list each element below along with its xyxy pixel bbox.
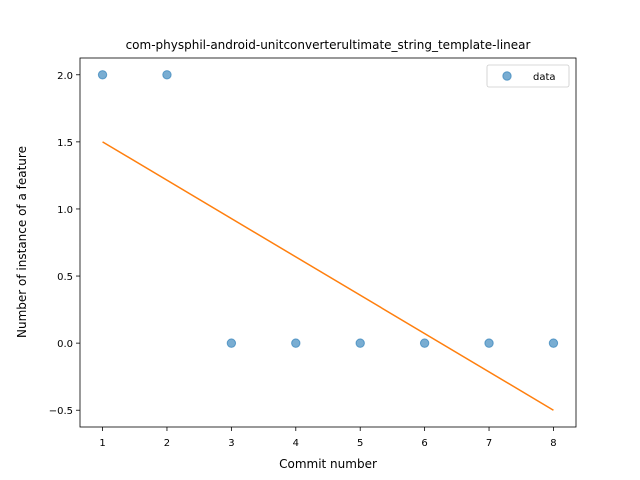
axes: 1 2 3 4 5 6 7 8 −0.5 0.0 0.5 1.0 1.5 2.0 — [49, 57, 577, 449]
y-tick-label: 1.0 — [57, 205, 73, 216]
x-tick-label: 8 — [550, 438, 556, 449]
data-point — [162, 70, 172, 80]
chart-title: com-physphil-android-unitconverterultima… — [126, 38, 531, 52]
x-tick-label: 4 — [293, 438, 299, 449]
legend-marker — [502, 71, 512, 81]
data-point — [226, 338, 237, 348]
y-tick-label: 1.5 — [57, 138, 73, 149]
x-tick-label: 6 — [421, 438, 427, 449]
y-tick-label: 2.0 — [57, 71, 73, 82]
x-tick-label: 1 — [99, 438, 105, 449]
plot-area — [80, 58, 576, 427]
x-tick-label: 2 — [164, 438, 170, 449]
data-point — [548, 338, 559, 348]
x-tick-label: 5 — [357, 438, 363, 449]
x-tick-label: 3 — [228, 438, 234, 449]
y-tick-label: 0.0 — [57, 339, 73, 350]
fit-line — [102, 141, 554, 411]
legend-box — [486, 64, 570, 88]
y-tick-label: 0.5 — [57, 272, 73, 283]
chart-marks — [97, 70, 559, 411]
y-tick-label: −0.5 — [49, 406, 73, 417]
legend-label: data — [533, 72, 556, 83]
axes-frame — [79, 57, 577, 428]
data-point — [291, 338, 301, 348]
data-point — [419, 338, 430, 348]
x-axis-label: Commit number — [279, 457, 377, 471]
y-axis-label: Number of instance of a feature — [15, 146, 29, 338]
legend: data — [486, 64, 570, 88]
x-tick-label: 7 — [486, 438, 492, 449]
data-point — [484, 338, 494, 348]
data-point — [97, 70, 108, 80]
data-point — [355, 338, 365, 348]
